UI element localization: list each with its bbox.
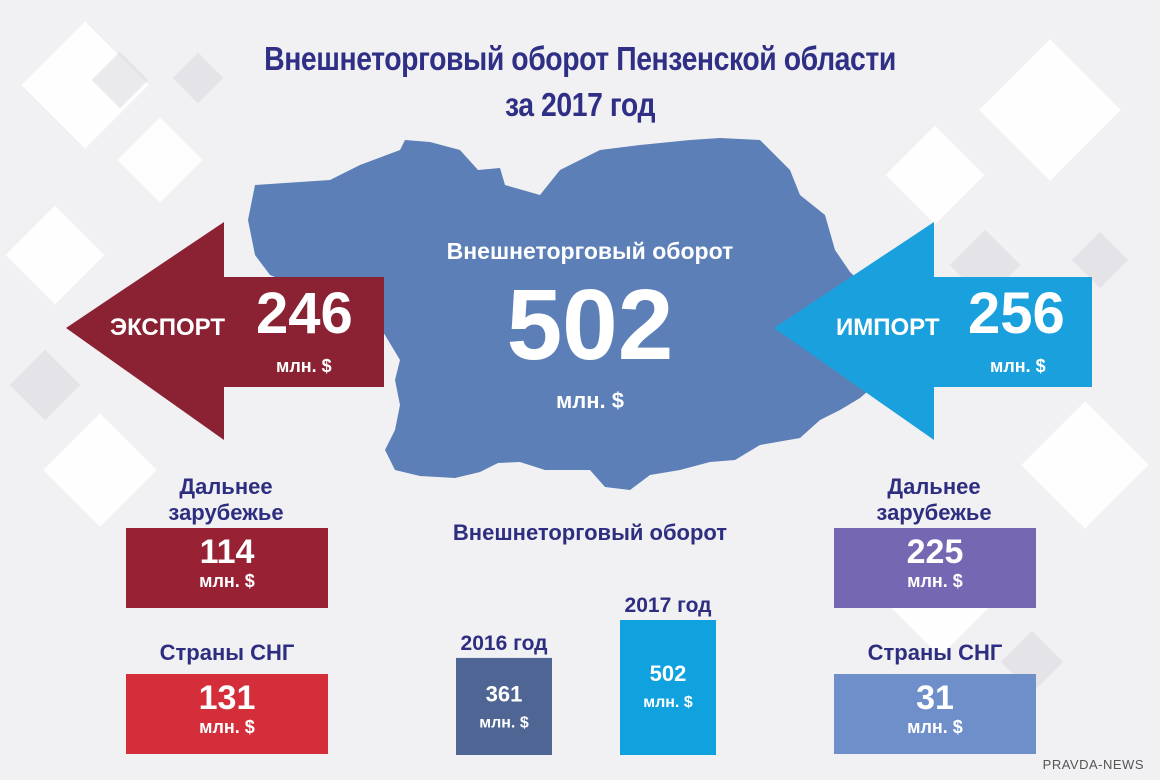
- value-label: 502: [650, 661, 687, 686]
- chart-title: Внешнеторговый оборот: [452, 520, 728, 545]
- export-cis-unit: млн. $: [199, 717, 255, 737]
- export-cis-value: 131: [198, 679, 256, 717]
- import-far-unit: млн. $: [907, 571, 963, 591]
- import-far-value: 225: [906, 533, 964, 571]
- export-far-unit: млн. $: [199, 571, 255, 591]
- import-arrow: [774, 222, 1092, 440]
- bar-2016: [456, 657, 552, 755]
- import-cis-value: 31: [916, 679, 954, 717]
- export-cis-box: 131 млн. $: [126, 674, 328, 754]
- import-far-label: Дальнее зарубежье: [876, 474, 992, 525]
- center-unit: млн. $: [556, 388, 624, 413]
- export-far-label: Дальнее зарубежье: [168, 474, 284, 525]
- import-far-box: 225 млн. $: [834, 528, 1036, 608]
- export-label: ЭКСПОРТ: [110, 314, 226, 341]
- import-label: ИМПОРТ: [836, 314, 940, 341]
- import-value: 256: [968, 281, 1065, 346]
- value-label: 361: [486, 682, 523, 707]
- unit-label: млн. $: [479, 715, 529, 732]
- export-far-box: 114 млн. $: [126, 528, 328, 608]
- center-heading: Внешнеторговый оборот: [446, 238, 734, 264]
- export-cis-label: Страны СНГ: [159, 640, 295, 665]
- import-cis-label: Страны СНГ: [867, 640, 1003, 665]
- title-line-2: за 2017 год: [504, 86, 656, 123]
- export-value: 246: [256, 281, 353, 346]
- export-arrow: [66, 222, 384, 440]
- category-label: 2017 год: [625, 594, 712, 617]
- export-far-value: 114: [199, 533, 255, 571]
- import-cis-box: 31 млн. $: [834, 674, 1036, 754]
- center-value: 502: [506, 269, 674, 381]
- import-cis-unit: млн. $: [907, 717, 963, 737]
- unit-label: млн. $: [643, 694, 693, 711]
- category-label: 2016 год: [461, 632, 548, 655]
- title-line-1: Внешнеторговый оборот Пензенской области: [264, 40, 896, 77]
- turnover-bar-chart: 2016 год 361 млн. $ 2017 год 502 млн. $: [456, 594, 716, 755]
- export-unit: млн. $: [276, 356, 332, 376]
- import-unit: млн. $: [990, 356, 1046, 376]
- watermark: PRAVDA-NEWS: [1042, 757, 1144, 772]
- bar-2017: [620, 620, 716, 755]
